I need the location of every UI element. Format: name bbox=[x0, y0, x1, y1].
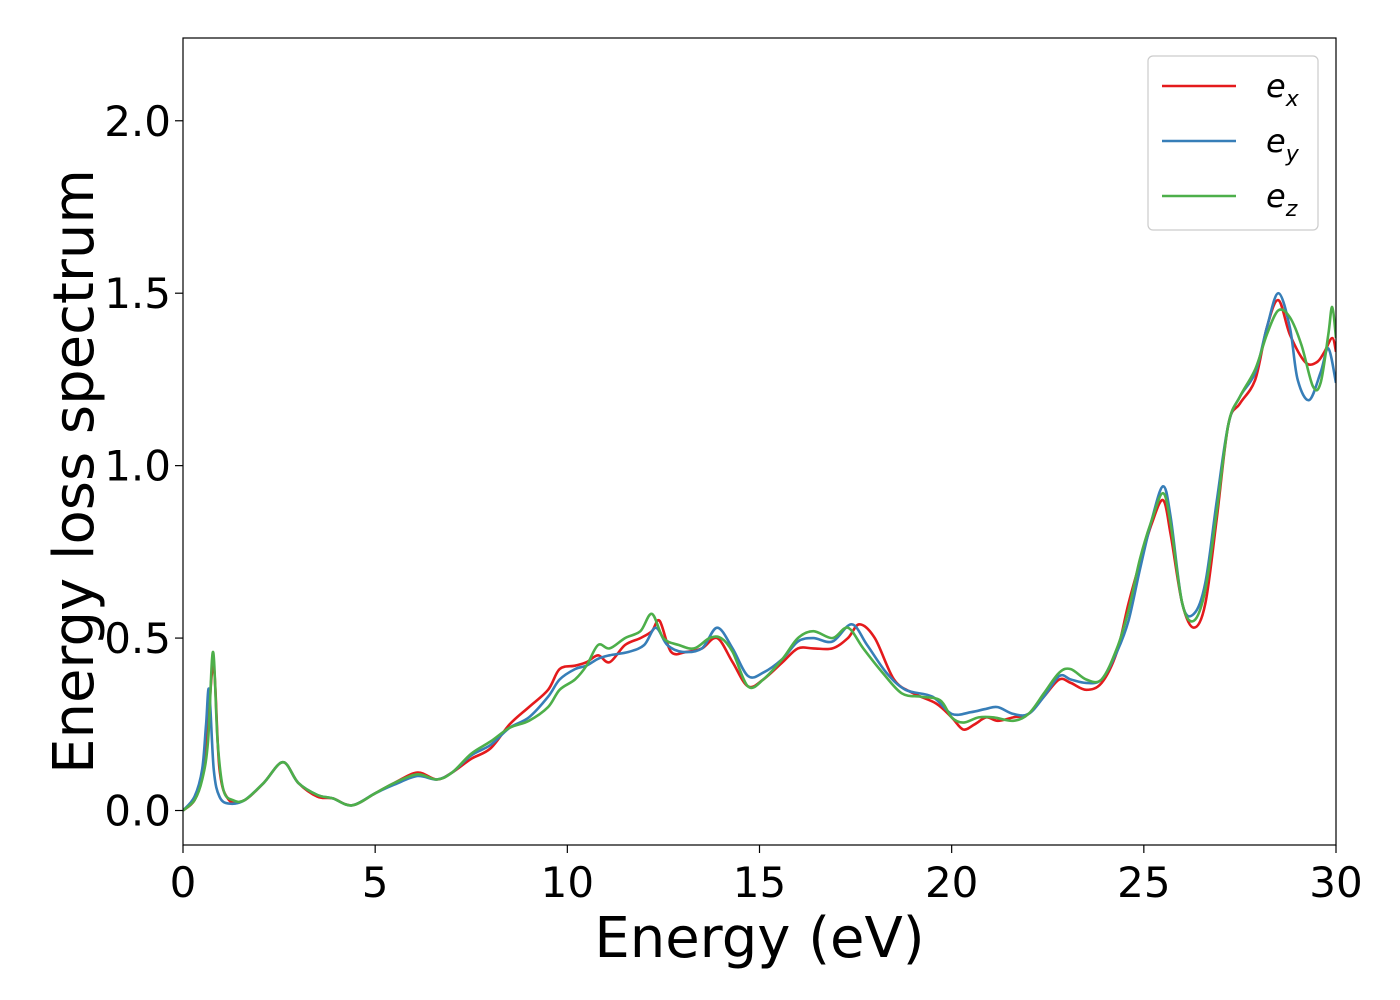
y-tick-label: 0.0 bbox=[104, 787, 171, 836]
legend-label-e-x: ex bbox=[1266, 67, 1300, 112]
x-tick-label: 25 bbox=[1117, 858, 1170, 907]
x-tick-label: 5 bbox=[362, 858, 389, 907]
x-tick-label: 20 bbox=[925, 858, 978, 907]
y-axis-label: Energy loss spectrum bbox=[42, 169, 107, 774]
legend-box bbox=[1147, 55, 1319, 231]
x-tick-label: 0 bbox=[170, 858, 197, 907]
x-axis-label: Energy (eV) bbox=[594, 906, 924, 971]
x-tick-label: 10 bbox=[541, 858, 594, 907]
series-layer bbox=[183, 291, 1336, 812]
x-tick-label: 15 bbox=[733, 858, 786, 907]
y-tick-label: 2.0 bbox=[104, 97, 171, 146]
y-tick-label: 0.5 bbox=[104, 614, 171, 663]
series-line-e-z bbox=[183, 305, 1336, 812]
y-tick-label: 1.5 bbox=[104, 269, 171, 318]
x-tick-label: 30 bbox=[1309, 858, 1362, 907]
x-axis-ticks: 0 5 10 15 20 25 30 bbox=[170, 845, 1363, 907]
y-axis-ticks: 0.0 0.5 1.0 1.5 2.0 bbox=[104, 97, 183, 836]
y-tick-label: 1.0 bbox=[104, 442, 171, 491]
